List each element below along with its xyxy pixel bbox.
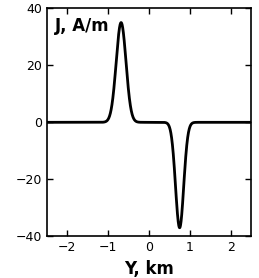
X-axis label: Y, km: Y, km — [124, 260, 174, 278]
Text: J, A/m: J, A/m — [55, 18, 110, 36]
